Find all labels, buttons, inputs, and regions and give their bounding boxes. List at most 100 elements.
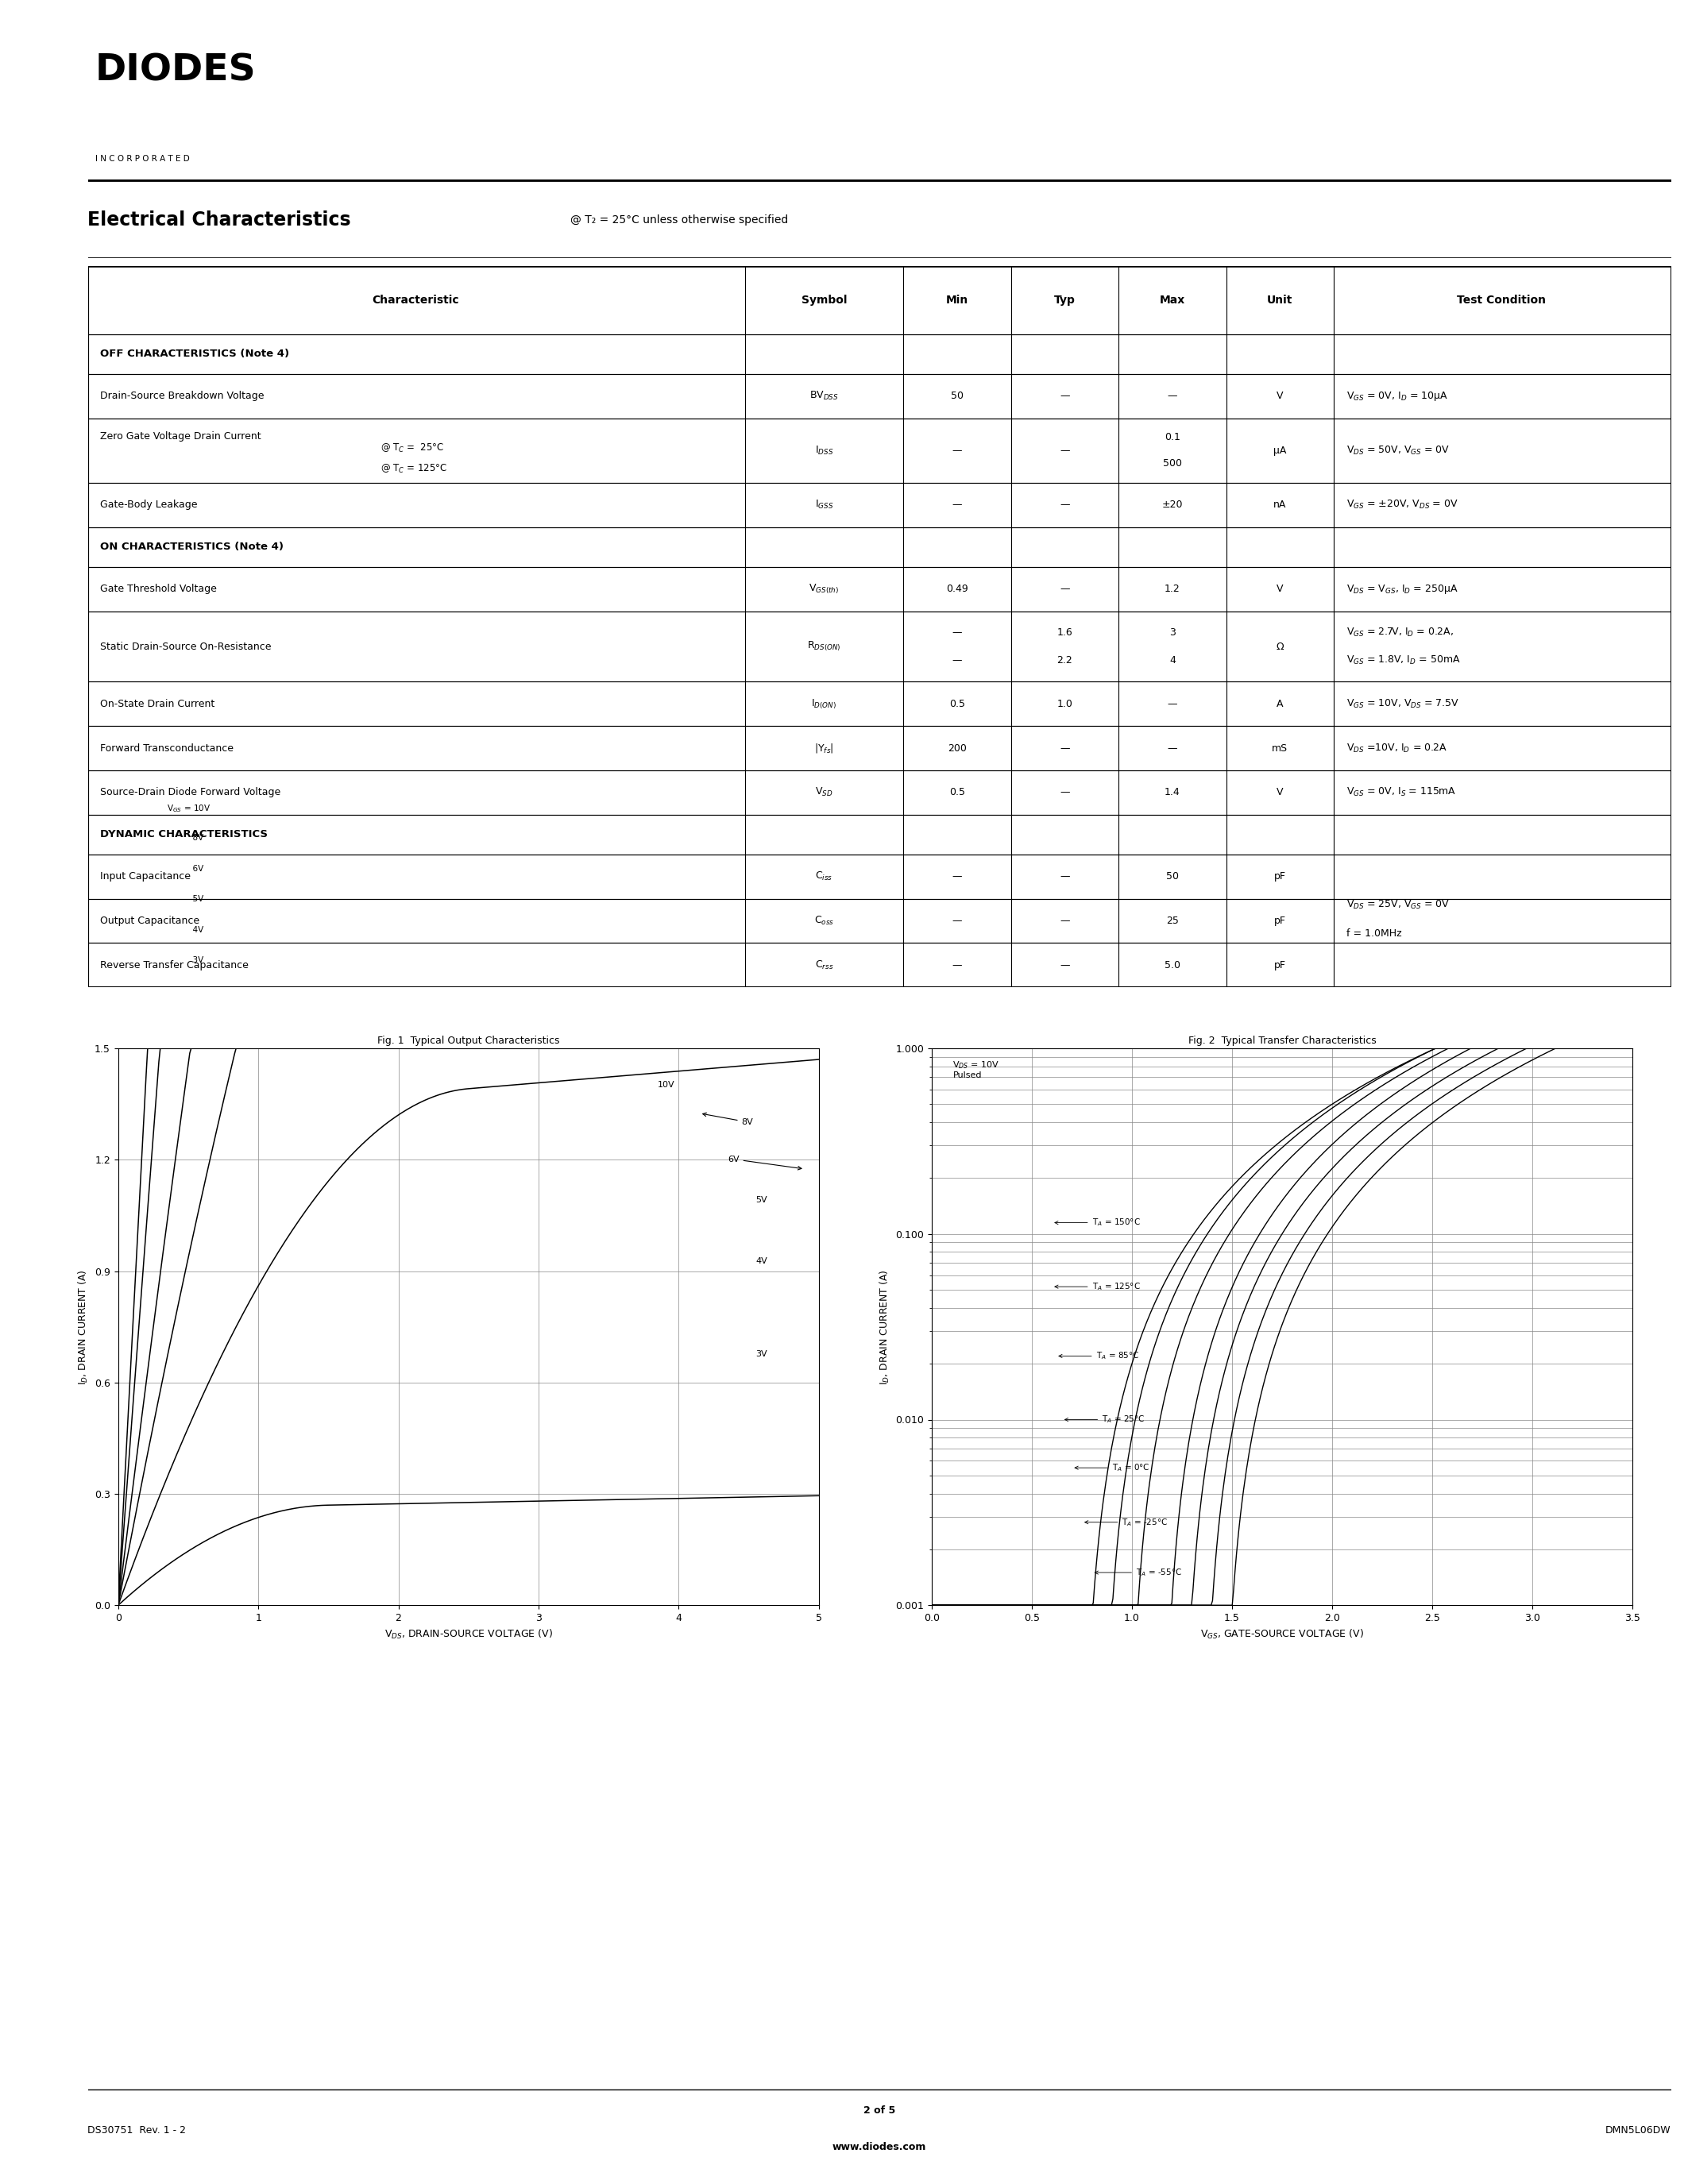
Text: V$_{GS}$ = 0V, I$_S$ = 115mA: V$_{GS}$ = 0V, I$_S$ = 115mA [1347, 786, 1457, 799]
X-axis label: V$_{GS}$, GATE-SOURCE VOLTAGE (V): V$_{GS}$, GATE-SOURCE VOLTAGE (V) [1200, 1627, 1364, 1640]
Text: —: — [1060, 915, 1070, 926]
Text: Characteristic: Characteristic [371, 295, 459, 306]
Text: Static Drain-Source On-Resistance: Static Drain-Source On-Resistance [101, 642, 272, 651]
Text: Input Capacitance: Input Capacitance [101, 871, 191, 882]
Text: 8V: 8V [702, 1114, 753, 1127]
Text: I$_{D(ON)}$: I$_{D(ON)}$ [812, 697, 837, 710]
Text: μA: μA [1273, 446, 1286, 456]
Text: —: — [1060, 786, 1070, 797]
Text: V$_{DS}$ = 25V, V$_{GS}$ = 0V: V$_{DS}$ = 25V, V$_{GS}$ = 0V [1347, 900, 1450, 911]
Text: Symbol: Symbol [802, 295, 847, 306]
X-axis label: V$_{DS}$, DRAIN-SOURCE VOLTAGE (V): V$_{DS}$, DRAIN-SOURCE VOLTAGE (V) [385, 1627, 552, 1640]
Text: 10V: 10V [658, 1081, 675, 1090]
Text: 4: 4 [1170, 655, 1175, 666]
Text: 1.6: 1.6 [1057, 627, 1072, 638]
Text: 50: 50 [950, 391, 964, 402]
Text: @ T$_C$ = 125°C: @ T$_C$ = 125°C [381, 463, 447, 474]
Text: 0.5: 0.5 [949, 699, 966, 710]
Text: Max: Max [1160, 295, 1185, 306]
Text: 4V: 4V [167, 926, 204, 935]
Text: C$_{iss}$: C$_{iss}$ [815, 871, 832, 882]
Text: T$_A$ = 25°C: T$_A$ = 25°C [1065, 1413, 1144, 1426]
Text: Electrical Characteristics: Electrical Characteristics [88, 210, 351, 229]
Text: V$_{GS}$ = 0V, I$_D$ = 10μA: V$_{GS}$ = 0V, I$_D$ = 10μA [1347, 389, 1448, 402]
Text: NEW PRODUCT: NEW PRODUCT [29, 819, 42, 928]
Text: On-State Drain Current: On-State Drain Current [101, 699, 214, 710]
Text: —: — [1168, 699, 1177, 710]
Text: 4V: 4V [756, 1258, 768, 1265]
Text: www.diodes.com: www.diodes.com [832, 2143, 927, 2153]
Text: T$_A$ = 125°C: T$_A$ = 125°C [1055, 1282, 1139, 1293]
Text: |Y$_{fs}$|: |Y$_{fs}$| [814, 743, 834, 753]
Text: ±20: ±20 [1161, 500, 1183, 511]
Text: @ T₂ = 25°C unless otherwise specified: @ T₂ = 25°C unless otherwise specified [571, 214, 788, 225]
Text: Reverse Transfer Capacitance: Reverse Transfer Capacitance [101, 961, 248, 970]
Text: pF: pF [1274, 961, 1286, 970]
Y-axis label: I$_D$, DRAIN CURRENT (A): I$_D$, DRAIN CURRENT (A) [878, 1269, 891, 1385]
Text: —: — [1168, 391, 1177, 402]
Text: —: — [952, 871, 962, 882]
Text: 5V: 5V [756, 1197, 768, 1203]
Text: Min: Min [945, 295, 969, 306]
Text: pF: pF [1274, 871, 1286, 882]
Text: 1.0: 1.0 [1057, 699, 1072, 710]
Text: 1.4: 1.4 [1165, 786, 1180, 797]
Text: f = 1.0MHz: f = 1.0MHz [1347, 928, 1401, 939]
Text: 3V: 3V [167, 957, 204, 965]
Text: —: — [1060, 871, 1070, 882]
Text: 6V: 6V [728, 1155, 802, 1171]
Text: V$_{GS}$ = 1.8V, I$_D$ = 50mA: V$_{GS}$ = 1.8V, I$_D$ = 50mA [1347, 655, 1460, 666]
Text: Zero Gate Voltage Drain Current: Zero Gate Voltage Drain Current [101, 430, 262, 441]
Text: T$_A$ = 0°C: T$_A$ = 0°C [1075, 1463, 1150, 1474]
Text: I$_{DSS}$: I$_{DSS}$ [815, 446, 834, 456]
Text: T$_A$ = -55°C: T$_A$ = -55°C [1096, 1568, 1182, 1579]
Text: 8V: 8V [167, 834, 204, 841]
Title: Fig. 1  Typical Output Characteristics: Fig. 1 Typical Output Characteristics [378, 1035, 560, 1046]
Text: —: — [1060, 961, 1070, 970]
Text: V$_{GS}$ = 10V: V$_{GS}$ = 10V [167, 804, 211, 815]
Text: Drain-Source Breakdown Voltage: Drain-Source Breakdown Voltage [101, 391, 265, 402]
Text: nA: nA [1273, 500, 1286, 511]
Text: 0.1: 0.1 [1165, 432, 1180, 443]
Text: —: — [952, 446, 962, 456]
Text: —: — [1060, 743, 1070, 753]
Text: A: A [1276, 699, 1283, 710]
Text: V: V [1276, 391, 1283, 402]
Text: @ T$_C$ =  25°C: @ T$_C$ = 25°C [381, 443, 444, 454]
Text: V$_{GS}$ = ±20V, V$_{DS}$ = 0V: V$_{GS}$ = ±20V, V$_{DS}$ = 0V [1347, 498, 1458, 511]
Text: T$_A$ = -25°C: T$_A$ = -25°C [1085, 1516, 1168, 1529]
Text: —: — [1060, 583, 1070, 594]
Text: DYNAMIC CHARACTERISTICS: DYNAMIC CHARACTERISTICS [101, 830, 268, 839]
Text: 0.5: 0.5 [949, 786, 966, 797]
Text: 2 of 5: 2 of 5 [864, 2105, 895, 2116]
Text: 3V: 3V [756, 1350, 768, 1358]
Text: 5V: 5V [167, 895, 204, 904]
Text: 500: 500 [1163, 459, 1182, 470]
Title: Fig. 2  Typical Transfer Characteristics: Fig. 2 Typical Transfer Characteristics [1188, 1035, 1376, 1046]
Text: —: — [952, 655, 962, 666]
Text: —: — [952, 500, 962, 511]
Text: V$_{GS(th)}$: V$_{GS(th)}$ [809, 583, 839, 596]
Text: Forward Transconductance: Forward Transconductance [101, 743, 235, 753]
Text: V: V [1276, 786, 1283, 797]
Text: DS30751  Rev. 1 - 2: DS30751 Rev. 1 - 2 [88, 2125, 186, 2136]
Text: —: — [1060, 446, 1070, 456]
Text: —: — [1060, 391, 1070, 402]
Text: C$_{rss}$: C$_{rss}$ [815, 959, 834, 972]
Text: V$_{DS}$ =10V, I$_D$ = 0.2A: V$_{DS}$ =10V, I$_D$ = 0.2A [1347, 743, 1448, 753]
Text: Test Condition: Test Condition [1457, 295, 1546, 306]
Text: 6V: 6V [167, 865, 204, 871]
Text: OFF CHARACTERISTICS (Note 4): OFF CHARACTERISTICS (Note 4) [101, 349, 290, 358]
Text: mS: mS [1273, 743, 1288, 753]
Text: V$_{DS}$ = 50V, V$_{GS}$ = 0V: V$_{DS}$ = 50V, V$_{GS}$ = 0V [1347, 446, 1450, 456]
Text: —: — [1060, 500, 1070, 511]
Text: ON CHARACTERISTICS (Note 4): ON CHARACTERISTICS (Note 4) [101, 542, 284, 553]
Text: Gate Threshold Voltage: Gate Threshold Voltage [101, 583, 218, 594]
Text: —: — [1168, 743, 1177, 753]
Text: Gate-Body Leakage: Gate-Body Leakage [101, 500, 197, 511]
Text: 2.2: 2.2 [1057, 655, 1072, 666]
Text: I$_{GSS}$: I$_{GSS}$ [815, 498, 834, 511]
Text: V$_{GS}$ = 2.7V, I$_D$ = 0.2A,: V$_{GS}$ = 2.7V, I$_D$ = 0.2A, [1347, 627, 1453, 638]
Text: V$_{DS}$ = 10V
Pulsed: V$_{DS}$ = 10V Pulsed [952, 1059, 999, 1079]
Text: BV$_{DSS}$: BV$_{DSS}$ [810, 391, 839, 402]
